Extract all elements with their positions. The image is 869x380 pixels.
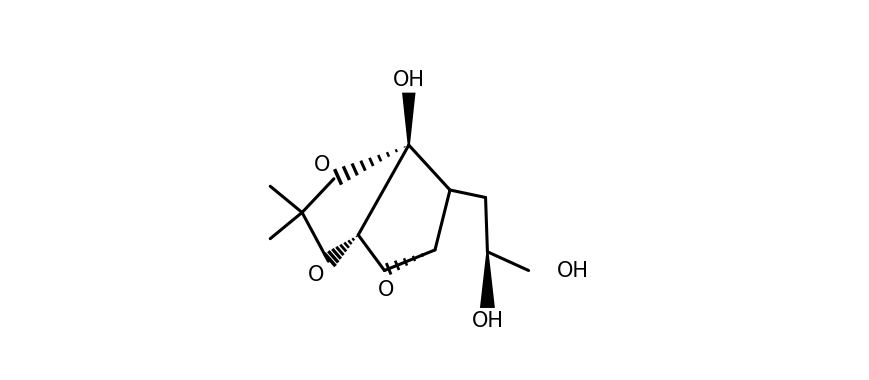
- Text: OH: OH: [392, 70, 424, 90]
- Text: O: O: [314, 155, 329, 175]
- Text: OH: OH: [556, 261, 588, 280]
- Polygon shape: [401, 93, 415, 145]
- Polygon shape: [480, 252, 494, 308]
- Text: O: O: [377, 280, 394, 300]
- Text: OH: OH: [471, 311, 503, 331]
- Text: O: O: [308, 265, 324, 285]
